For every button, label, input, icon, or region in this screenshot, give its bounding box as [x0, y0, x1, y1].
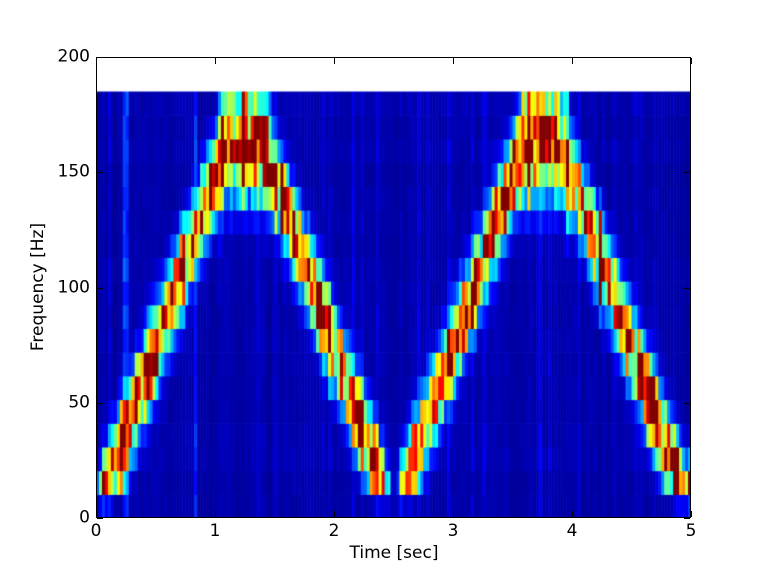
y-axis-label: Frequency [Hz] — [28, 222, 48, 352]
x-tick-top — [691, 58, 692, 64]
x-tick-label: 0 — [90, 521, 102, 541]
y-tick-right — [684, 518, 690, 519]
x-tick-label: 5 — [685, 521, 697, 541]
x-tick-bottom — [691, 511, 692, 517]
y-tick-label: 200 — [57, 46, 90, 67]
x-tick-label: 2 — [328, 521, 340, 541]
x-axis-label: Time [sec] — [349, 543, 439, 563]
y-tick-label: 100 — [57, 277, 90, 297]
x-tick-label: 1 — [209, 521, 221, 541]
x-tick-label: 4 — [566, 521, 578, 541]
spectrogram-heatmap — [96, 57, 691, 518]
x-tick-label: 3 — [447, 521, 459, 541]
y-tick-label: 50 — [68, 392, 90, 413]
y-tick-label: 0 — [79, 507, 90, 528]
y-tick-label: 150 — [57, 161, 90, 182]
y-tick-left — [97, 518, 103, 519]
